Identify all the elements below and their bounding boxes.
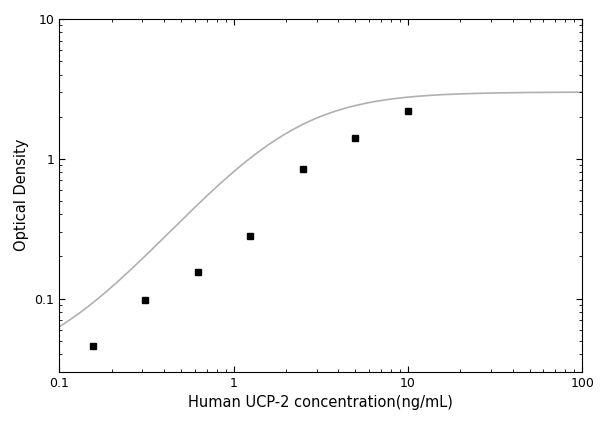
Y-axis label: Optical Density: Optical Density: [14, 139, 29, 251]
X-axis label: Human UCP-2 concentration(ng/mL): Human UCP-2 concentration(ng/mL): [188, 395, 453, 410]
